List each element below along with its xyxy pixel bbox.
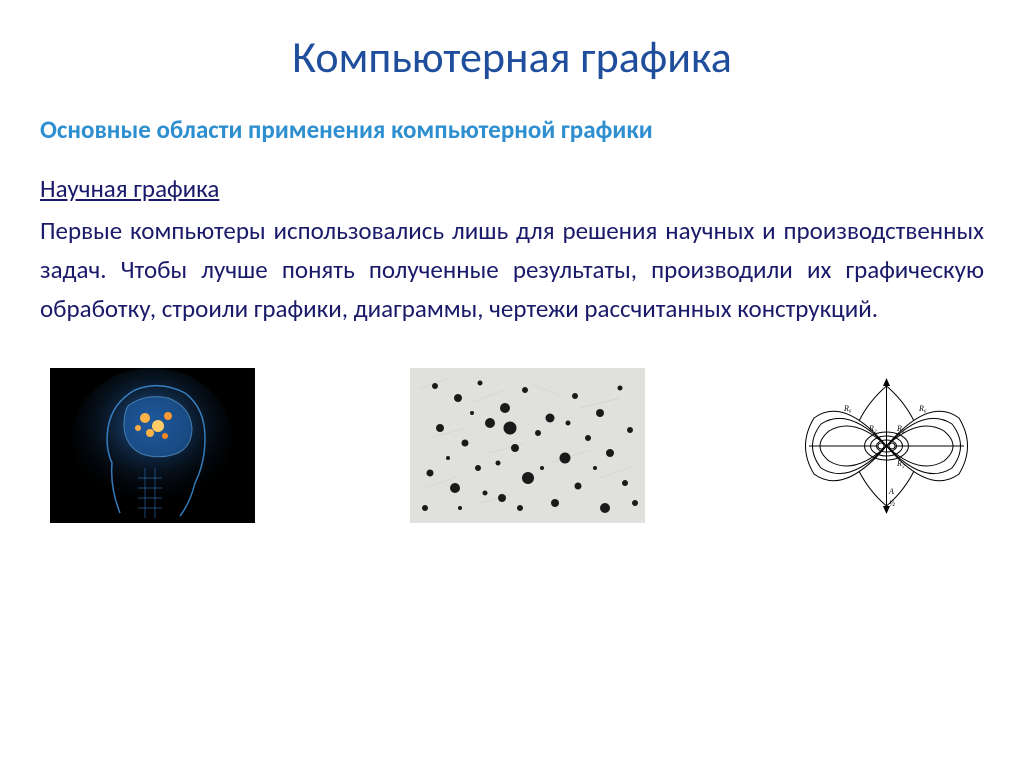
slide-title: Компьютерная графика: [40, 30, 984, 84]
body-paragraph: Первые компьютеры использовались лишь дл…: [40, 212, 984, 328]
slide-subtitle: Основные области применения компьютерной…: [40, 114, 984, 145]
illustration-dipole-field: R₆ R₆ R₂ R₂ R₂ A ½: [799, 376, 974, 516]
illustration-row: R₆ R₆ R₂ R₂ R₂ A ½: [40, 368, 984, 523]
svg-text:A: A: [888, 487, 894, 496]
svg-text:R₂: R₂: [896, 424, 905, 433]
svg-text:R₂: R₂: [868, 424, 877, 433]
svg-text:R₂: R₂: [896, 459, 905, 468]
svg-text:½: ½: [889, 499, 895, 508]
section-heading: Научная графика: [40, 173, 984, 204]
svg-text:R₆: R₆: [843, 404, 852, 413]
svg-text:R₆: R₆: [918, 404, 927, 413]
illustration-brain-xray: [50, 368, 255, 523]
illustration-particle-microscopy: [410, 368, 645, 523]
